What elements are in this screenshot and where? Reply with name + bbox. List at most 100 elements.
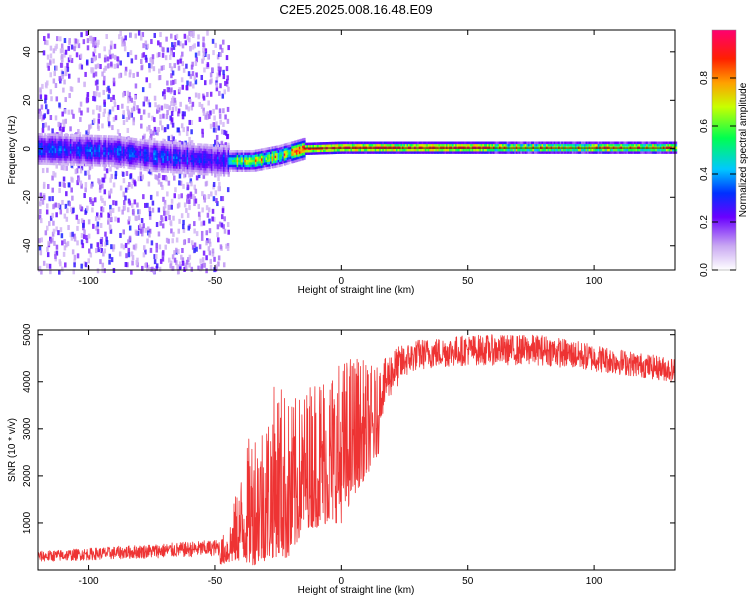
spectrogram-cell: [283, 153, 286, 156]
spectrogram-cell: [400, 143, 403, 147]
spectrogram-cell: [248, 152, 252, 156]
spectrogram-cell: [330, 141, 333, 145]
spectrogram-cell: [127, 247, 131, 253]
spectrogram-cell: [204, 170, 208, 173]
spectrogram-cell: [173, 97, 177, 103]
spectrogram-cell: [291, 160, 294, 164]
spectrogram-cell: [388, 141, 391, 145]
spectrogram-cell: [224, 159, 227, 163]
spectrogram-cell: [125, 161, 129, 164]
spectrogram-cell: [646, 146, 649, 149]
spectrogram-cell: [166, 155, 170, 159]
spectrogram-cell: [166, 124, 170, 130]
spectrogram-cell: [86, 45, 90, 51]
spectrogram-cell: [418, 146, 421, 149]
spectrogram-cell: [176, 269, 180, 275]
spectrogram-cell: [212, 151, 215, 155]
spectrogram-cell: [160, 181, 163, 187]
spectrogram-cell: [84, 262, 88, 268]
spectrogram-cell: [303, 154, 306, 158]
spectrogram-cell: [38, 214, 42, 220]
spectrogram-cell: [552, 148, 555, 152]
spectrogram-cell: [180, 161, 183, 165]
spectrogram-cell: [192, 150, 195, 153]
spectrogram-cell: [465, 143, 468, 147]
spectrogram-cell: [508, 146, 511, 149]
spectrogram-cell: [389, 143, 393, 147]
spectrogram-cell: [92, 142, 95, 145]
spectrogram-cell: [662, 146, 666, 149]
spectrogram-cell: [145, 149, 148, 152]
spectrogram-cell: [526, 143, 529, 147]
spectrogram-cell: [285, 157, 288, 161]
spectrogram-cell: [576, 146, 579, 149]
spectrogram-cell: [530, 143, 534, 147]
spectrogram-cell: [256, 156, 259, 160]
spectrogram-cell: [226, 222, 230, 228]
spectrogram-cell: [388, 151, 391, 154]
spectrogram-cell: [152, 268, 156, 274]
spectrogram-cell: [129, 156, 132, 160]
spectrogram-cell: [54, 254, 57, 260]
spectrogram-cell: [107, 154, 110, 158]
spectrogram-cell: [41, 137, 44, 141]
spectrogram-cell: [118, 162, 121, 166]
spectrogram-cell: [38, 108, 42, 114]
spectrogram-cell: [96, 229, 100, 235]
spectrogram-cell: [205, 230, 209, 236]
spectrogram-cell: [53, 157, 56, 161]
spectrogram-cell: [207, 146, 211, 149]
spectrogram-cell: [276, 145, 279, 149]
spectrogram-cell: [227, 152, 230, 156]
spectrogram-cell: [47, 140, 50, 144]
spectrogram-cell: [138, 155, 141, 159]
spectrogram-cell: [458, 148, 461, 152]
spectrogram-cell: [242, 159, 245, 163]
spectrogram-cell: [235, 169, 238, 172]
spectrogram-cell: [301, 138, 305, 141]
spectrogram-cell: [192, 164, 195, 168]
spectrogram-cell: [254, 156, 258, 160]
spectrogram-cell: [65, 146, 68, 149]
spectrogram-cell: [153, 142, 156, 146]
spectrogram-cell: [408, 141, 411, 145]
spectrogram-cell: [187, 106, 190, 112]
spectrogram-cell: [218, 70, 221, 76]
spectrogram-cell: [453, 151, 456, 154]
spectrogram-cell: [587, 148, 590, 152]
spectrogram-cell: [430, 141, 434, 145]
spectrogram-cell: [157, 143, 161, 146]
spectrogram-cell: [144, 149, 147, 152]
spectrogram-cell: [84, 187, 87, 193]
spectrogram-cell: [101, 164, 104, 167]
spectrogram-cell: [105, 56, 108, 62]
spectrogram-cell: [96, 63, 100, 69]
spectrogram-cell: [168, 105, 171, 111]
spectrogram-cell: [333, 144, 336, 147]
spectrogram-cell: [172, 165, 176, 169]
spectrogram-cell: [81, 134, 85, 138]
spectrogram-cell: [388, 148, 391, 152]
spectrogram-x-label: Height of straight line (km): [298, 285, 415, 296]
spectrogram-cell: [620, 141, 623, 145]
spectrogram-cell: [168, 158, 171, 161]
spectrogram-cell: [280, 158, 283, 162]
spectrogram-cell: [213, 151, 217, 155]
spectrogram-cell: [172, 144, 176, 147]
spectrogram-cell: [667, 141, 670, 145]
spectrogram-cell: [172, 153, 176, 157]
spectrogram-cell: [177, 151, 180, 155]
spectrogram-cell: [185, 161, 188, 165]
spectrogram-cell: [115, 157, 118, 161]
spectrogram-cell: [655, 148, 658, 152]
spectrogram-cell: [197, 173, 201, 179]
spectrogram-cell: [49, 45, 53, 51]
spectrogram-cell: [147, 181, 151, 187]
spectrogram-cell: [417, 141, 420, 145]
spectrogram-cell: [653, 141, 656, 145]
spectrogram-cell: [186, 152, 189, 155]
spectrogram-cell: [221, 47, 224, 53]
spectrogram-cell: [555, 143, 558, 147]
spectrogram-cell: [251, 154, 255, 158]
spectrogram-cell: [193, 75, 197, 81]
